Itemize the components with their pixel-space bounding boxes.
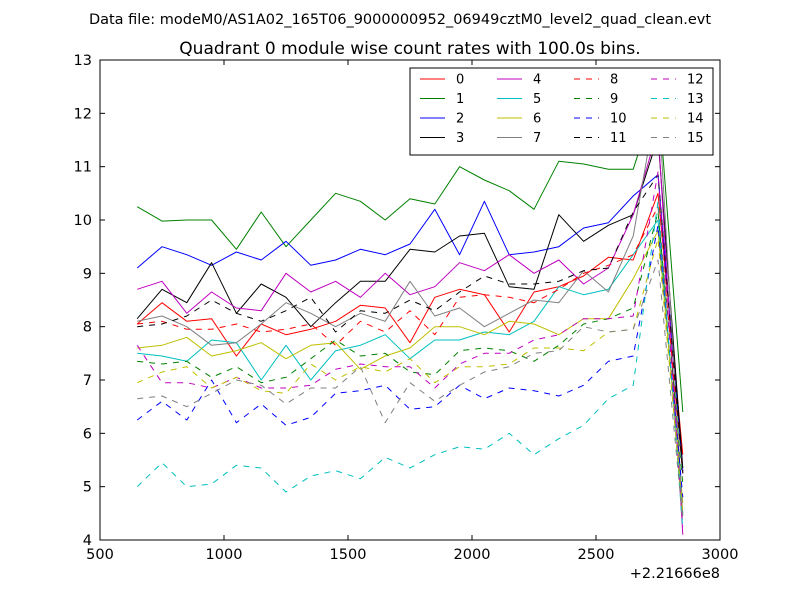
legend-label-13: 13	[687, 92, 704, 107]
series-line-4	[137, 128, 684, 535]
legend-label-15: 15	[687, 131, 704, 146]
x-tick-label: 500	[86, 547, 114, 563]
series-line-10	[136, 224, 684, 498]
x-tick-label: 1500	[330, 547, 367, 563]
legend-label-5: 5	[533, 92, 541, 107]
legend-box	[409, 67, 714, 156]
legend-label-12: 12	[687, 73, 704, 88]
y-tick-label: 7	[83, 373, 92, 389]
legend-label-7: 7	[533, 131, 541, 146]
legend-label-0: 0	[456, 73, 464, 88]
legend-label-14: 14	[687, 112, 704, 127]
chart-title: Quadrant 0 module wise count rates with …	[179, 39, 640, 59]
legend-label-1: 1	[456, 92, 464, 107]
legend-label-4: 4	[533, 73, 541, 88]
y-tick-label: 12	[74, 106, 92, 122]
legend-label-6: 6	[533, 112, 541, 127]
legend-label-8: 8	[610, 73, 618, 88]
series-line-1	[136, 91, 684, 413]
legend-label-3: 3	[456, 131, 464, 146]
series-line-8	[137, 206, 684, 474]
x-tick-label: 2000	[454, 547, 491, 563]
legend-label-10: 10	[610, 112, 627, 127]
series-line-13	[136, 200, 684, 530]
series-line-15	[137, 259, 684, 522]
series-line-2	[136, 174, 684, 471]
y-tick-label: 4	[83, 533, 92, 549]
series-line-12	[136, 171, 684, 527]
y-tick-label: 13	[74, 53, 92, 69]
series-line-6	[137, 230, 684, 503]
y-tick-label: 11	[74, 160, 92, 176]
y-tick-label: 5	[83, 480, 92, 496]
y-tick-label: 8	[83, 320, 92, 336]
series-line-0	[136, 192, 684, 455]
series-line-11	[137, 174, 684, 474]
figure-suptitle: Data file: modeM0/AS1A02_165T06_90000009…	[89, 12, 711, 28]
y-tick-label: 9	[83, 266, 92, 282]
legend-label-11: 11	[610, 131, 627, 146]
y-tick-label: 10	[74, 213, 92, 229]
x-tick-label: 1000	[206, 547, 243, 563]
x-tick-label: 3000	[702, 547, 739, 563]
series-layer	[136, 91, 684, 535]
y-tick-label: 6	[83, 426, 92, 442]
legend-label-2: 2	[456, 112, 464, 127]
x-tick-label: 2500	[578, 547, 615, 563]
series-line-9	[137, 211, 684, 485]
series-line-3	[136, 136, 684, 469]
plot-frame	[99, 59, 721, 541]
legend-label-9: 9	[610, 92, 618, 107]
series-line-14	[137, 238, 684, 514]
series-line-7	[137, 94, 684, 517]
x-offset-label: +2.21666e8	[630, 566, 720, 582]
